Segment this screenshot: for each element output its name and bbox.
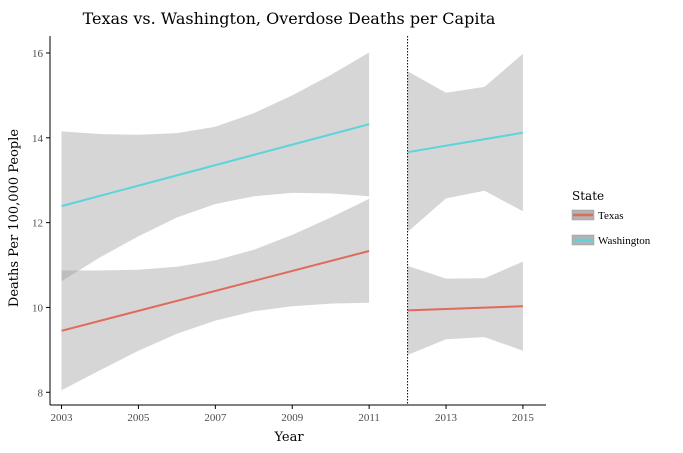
legend-items: Texas Washington: [571, 209, 651, 247]
texas-trend-line-2: [407, 305, 523, 312]
confidence-bands: [61, 52, 523, 391]
x-tick-label: 2015: [512, 412, 535, 424]
x-tick-label: 2005: [127, 412, 150, 424]
legend: State Texas Washington: [571, 189, 651, 247]
texas-trend-line-1: [61, 250, 370, 332]
x-ticks: 2003 2005 2007 2009 2011 2013 2015: [51, 405, 535, 424]
x-tick-label: 2003: [51, 412, 74, 424]
washington-confidence-band-1: [61, 52, 370, 282]
x-tick-label: 2013: [435, 412, 458, 424]
chart-title: Texas vs. Washington, Overdose Deaths pe…: [83, 9, 496, 28]
axes: [49, 36, 546, 406]
texas-confidence-band-1: [61, 198, 370, 391]
x-tick-label: 2007: [204, 412, 227, 424]
y-tick-label: 10: [32, 302, 44, 314]
washington-legend-label: Washington: [598, 235, 651, 247]
y-tick-label: 16: [32, 48, 44, 60]
y-ticks: 8 10 12 14 16: [32, 48, 50, 399]
y-tick-label: 8: [38, 387, 44, 399]
washington-trend-line-2: [407, 131, 524, 154]
y-tick-label: 14: [32, 133, 44, 145]
x-tick-label: 2011: [358, 412, 380, 424]
legend-title: State: [572, 189, 604, 203]
washington-trend-line-1: [61, 123, 370, 208]
y-tick-label: 12: [32, 218, 43, 230]
series-lines: [61, 123, 524, 332]
x-tick-label: 2009: [281, 412, 304, 424]
x-axis-title: Year: [273, 430, 304, 445]
y-axis-title: Deaths Per 100,000 People: [7, 129, 22, 308]
texas-legend-label: Texas: [598, 210, 624, 222]
